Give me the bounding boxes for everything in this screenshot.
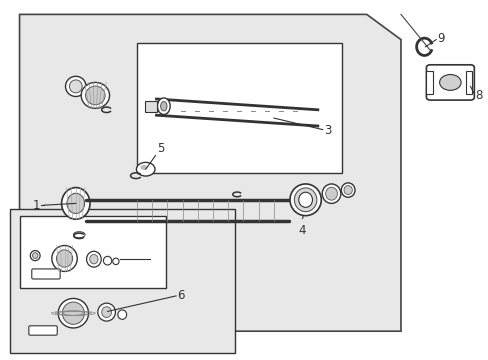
Polygon shape <box>20 14 400 331</box>
Ellipse shape <box>65 76 86 96</box>
Circle shape <box>136 162 155 176</box>
Text: 9: 9 <box>437 32 444 45</box>
Ellipse shape <box>62 302 84 324</box>
Ellipse shape <box>30 251 40 261</box>
Text: 6: 6 <box>177 289 184 302</box>
Ellipse shape <box>57 250 73 267</box>
Ellipse shape <box>322 184 340 203</box>
Ellipse shape <box>289 184 321 216</box>
Bar <box>137 43 342 173</box>
Bar <box>426 71 432 94</box>
Ellipse shape <box>69 80 82 93</box>
Circle shape <box>140 165 147 170</box>
Ellipse shape <box>98 303 115 321</box>
Bar <box>465 71 471 94</box>
Ellipse shape <box>52 246 77 271</box>
Ellipse shape <box>344 186 351 195</box>
Ellipse shape <box>298 192 312 207</box>
Ellipse shape <box>112 258 119 265</box>
Ellipse shape <box>118 310 126 319</box>
Text: 3: 3 <box>323 124 330 137</box>
Text: 7: 7 <box>151 253 159 266</box>
Text: 4: 4 <box>298 224 305 237</box>
Bar <box>10 209 234 353</box>
Ellipse shape <box>89 255 98 264</box>
Ellipse shape <box>58 298 88 328</box>
Ellipse shape <box>85 86 105 105</box>
Text: 2: 2 <box>75 250 83 263</box>
Ellipse shape <box>325 187 337 200</box>
Circle shape <box>439 75 460 90</box>
Ellipse shape <box>86 251 101 267</box>
Ellipse shape <box>81 82 109 108</box>
Ellipse shape <box>294 188 316 212</box>
Ellipse shape <box>341 183 354 197</box>
Bar <box>144 101 157 112</box>
Ellipse shape <box>67 193 84 213</box>
Ellipse shape <box>103 256 111 265</box>
FancyBboxPatch shape <box>426 65 473 100</box>
FancyBboxPatch shape <box>29 326 57 335</box>
Ellipse shape <box>102 307 111 318</box>
Ellipse shape <box>161 102 166 111</box>
Ellipse shape <box>157 98 170 114</box>
Text: 5: 5 <box>157 142 164 155</box>
Ellipse shape <box>32 253 38 258</box>
Bar <box>20 216 166 288</box>
FancyBboxPatch shape <box>32 269 60 279</box>
Text: 1: 1 <box>33 199 41 212</box>
Text: 8: 8 <box>474 89 482 102</box>
Ellipse shape <box>61 188 90 219</box>
